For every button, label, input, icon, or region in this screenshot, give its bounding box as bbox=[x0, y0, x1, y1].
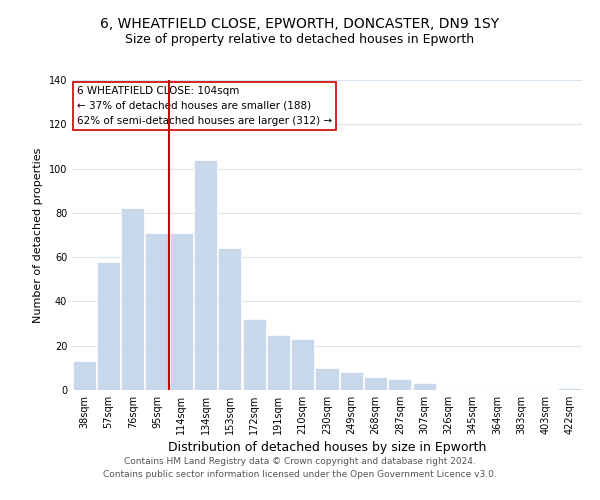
X-axis label: Distribution of detached houses by size in Epworth: Distribution of detached houses by size … bbox=[168, 441, 486, 454]
Bar bbox=[97, 262, 120, 390]
Text: Contains HM Land Registry data © Crown copyright and database right 2024.: Contains HM Land Registry data © Crown c… bbox=[124, 458, 476, 466]
Text: 6 WHEATFIELD CLOSE: 104sqm
← 37% of detached houses are smaller (188)
62% of sem: 6 WHEATFIELD CLOSE: 104sqm ← 37% of deta… bbox=[77, 86, 332, 126]
Bar bbox=[267, 334, 290, 390]
Bar bbox=[145, 233, 169, 390]
Bar bbox=[413, 384, 436, 390]
Bar bbox=[559, 388, 581, 390]
Bar bbox=[316, 368, 338, 390]
Bar bbox=[340, 372, 363, 390]
Bar bbox=[73, 361, 95, 390]
Bar bbox=[291, 339, 314, 390]
Bar bbox=[388, 379, 412, 390]
Bar bbox=[194, 160, 217, 390]
Bar bbox=[364, 376, 387, 390]
Text: Size of property relative to detached houses in Epworth: Size of property relative to detached ho… bbox=[125, 32, 475, 46]
Text: Contains public sector information licensed under the Open Government Licence v3: Contains public sector information licen… bbox=[103, 470, 497, 479]
Bar bbox=[242, 319, 266, 390]
Bar bbox=[121, 208, 144, 390]
Bar bbox=[170, 233, 193, 390]
Y-axis label: Number of detached properties: Number of detached properties bbox=[33, 148, 43, 322]
Text: 6, WHEATFIELD CLOSE, EPWORTH, DONCASTER, DN9 1SY: 6, WHEATFIELD CLOSE, EPWORTH, DONCASTER,… bbox=[100, 18, 500, 32]
Bar bbox=[218, 248, 241, 390]
